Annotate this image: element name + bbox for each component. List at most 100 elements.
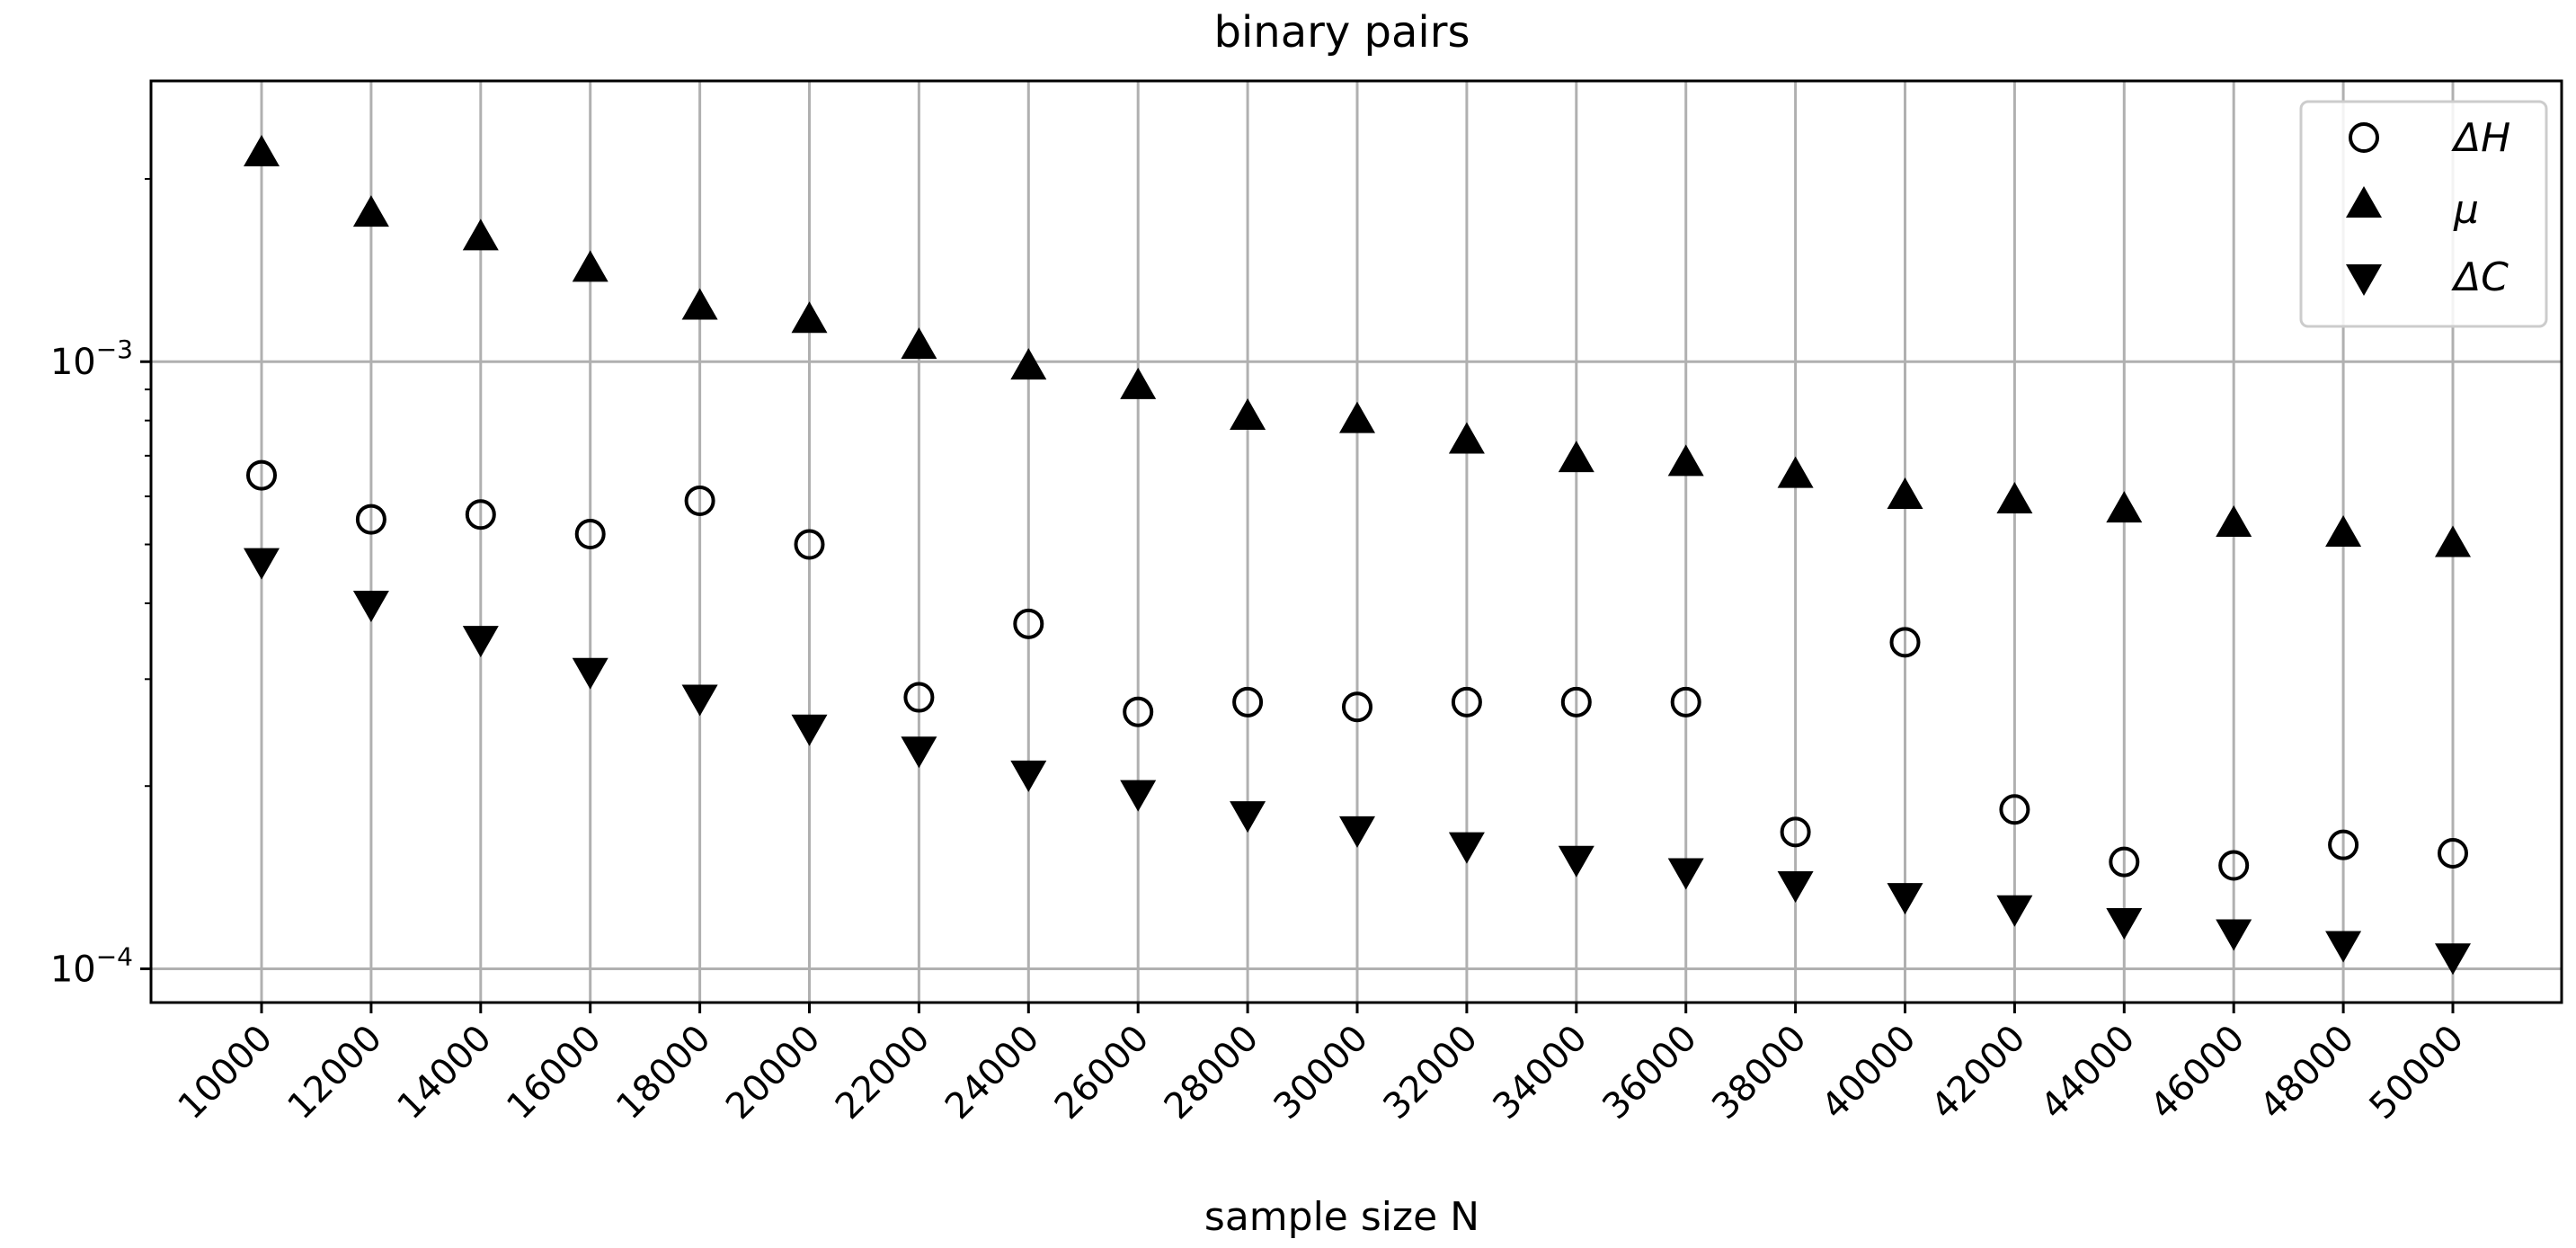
delta-h-point xyxy=(2109,846,2140,878)
delta-c-point xyxy=(1010,760,1047,792)
mu-point xyxy=(1777,456,1814,488)
delta-h-point xyxy=(1670,686,1701,718)
x-tick-label: 42000 xyxy=(1923,1018,2034,1128)
delta-c-point xyxy=(352,590,389,622)
mu-point xyxy=(2106,491,2143,523)
legend-marker-delta-h xyxy=(2349,122,2379,153)
delta-h-point xyxy=(465,499,496,530)
delta-h-point xyxy=(1232,686,1264,718)
delta-c-point xyxy=(244,548,280,580)
mu-point xyxy=(572,250,608,282)
delta-c-point xyxy=(1996,895,2033,927)
delta-c-point xyxy=(901,736,937,769)
mu-point xyxy=(1558,441,1594,473)
delta-h-point xyxy=(355,504,386,535)
delta-h-point xyxy=(1560,686,1592,718)
mu-point xyxy=(1667,444,1704,477)
legend: ΔH μ ΔC xyxy=(2299,100,2548,328)
delta-h-point xyxy=(1780,816,1811,848)
x-tick-label: 48000 xyxy=(2252,1018,2363,1128)
x-tick-label: 28000 xyxy=(1157,1018,1267,1128)
mu-point xyxy=(1010,348,1047,380)
delta-c-point xyxy=(2106,908,2143,940)
delta-h-point xyxy=(246,459,277,491)
delta-h-point xyxy=(794,529,825,560)
delta-c-point xyxy=(791,714,828,746)
legend-marker-mu xyxy=(2346,186,2382,218)
delta-h-point xyxy=(1451,686,1482,718)
delta-c-point xyxy=(681,684,718,717)
x-tick-label: 30000 xyxy=(1266,1018,1377,1128)
y-axis: 10−3 10−4 xyxy=(50,177,151,991)
mu-point xyxy=(1120,367,1157,399)
delta-c-point xyxy=(1558,845,1594,878)
delta-h-point xyxy=(1999,794,2030,825)
delta-c-point xyxy=(1339,816,1375,848)
mu-point xyxy=(1996,481,2033,513)
delta-h-point xyxy=(1889,627,1921,658)
x-tick-label: 46000 xyxy=(2143,1018,2253,1128)
x-tick-label: 10000 xyxy=(171,1018,281,1128)
legend-label: ΔH xyxy=(2451,115,2510,161)
chart-title: binary pairs xyxy=(1214,7,1470,58)
delta-h-point xyxy=(574,519,606,550)
delta-c-point xyxy=(1887,883,1923,915)
delta-c-point xyxy=(462,626,499,658)
delta-c-point xyxy=(2216,919,2252,951)
mu-point xyxy=(2216,504,2252,537)
y-tick-label: 10−4 xyxy=(50,942,133,991)
mu-point xyxy=(1230,398,1266,431)
x-tick-label: 18000 xyxy=(608,1018,719,1128)
mu-point xyxy=(1448,422,1485,454)
delta-c-point xyxy=(1448,832,1485,864)
legend-label: ΔC xyxy=(2451,254,2509,300)
delta-h-point xyxy=(2218,850,2250,881)
delta-c-point xyxy=(1777,871,1814,904)
x-tick-label: 36000 xyxy=(1594,1018,1705,1128)
x-tick-label: 38000 xyxy=(1704,1018,1815,1128)
x-tick-label: 40000 xyxy=(1814,1018,1924,1128)
data-marks xyxy=(244,135,2471,976)
delta-c-point xyxy=(2435,943,2471,976)
delta-c-point xyxy=(1120,780,1157,812)
mu-point xyxy=(791,301,828,334)
delta-c-point xyxy=(1667,858,1704,890)
delta-c-point xyxy=(2325,931,2362,963)
delta-h-point xyxy=(2438,837,2468,869)
x-tick-label: 22000 xyxy=(828,1018,938,1128)
x-tick-label: 50000 xyxy=(2362,1018,2473,1128)
x-tick-label: 16000 xyxy=(499,1018,609,1128)
delta-h-point xyxy=(684,485,715,516)
x-axis: 10000 12000 14000 16000 18000 20000 22000 24000… xyxy=(171,1003,2473,1128)
delta-h-point xyxy=(2328,829,2359,860)
legend-marker-delta-c xyxy=(2346,264,2382,296)
mu-point xyxy=(681,288,718,320)
x-axis-label: sample size N xyxy=(1204,1194,1479,1240)
grid xyxy=(151,81,2562,1003)
mu-point xyxy=(244,135,280,167)
delta-h-point xyxy=(1013,608,1044,639)
legend-label: μ xyxy=(2453,187,2479,233)
delta-h-point xyxy=(1123,696,1154,727)
mu-point xyxy=(901,327,937,360)
mu-point xyxy=(2325,515,2362,548)
x-tick-label: 34000 xyxy=(1485,1018,1595,1128)
delta-h-point xyxy=(1342,691,1372,723)
mu-point xyxy=(1339,401,1375,433)
x-tick-label: 26000 xyxy=(1047,1018,1158,1128)
delta-c-point xyxy=(1230,801,1266,833)
mu-point xyxy=(2435,525,2471,557)
x-tick-label: 20000 xyxy=(718,1018,829,1128)
x-tick-label: 44000 xyxy=(2033,1018,2144,1128)
mu-point xyxy=(462,218,499,251)
mu-point xyxy=(352,195,389,227)
x-tick-label: 32000 xyxy=(1375,1018,1486,1128)
delta-h-point xyxy=(903,682,935,713)
y-tick-label: 10−3 xyxy=(50,334,133,383)
mu-point xyxy=(1887,477,1923,510)
x-tick-label: 12000 xyxy=(280,1018,390,1128)
delta-c-point xyxy=(572,657,608,690)
x-tick-label: 24000 xyxy=(937,1018,1048,1128)
x-tick-label: 14000 xyxy=(389,1018,500,1128)
